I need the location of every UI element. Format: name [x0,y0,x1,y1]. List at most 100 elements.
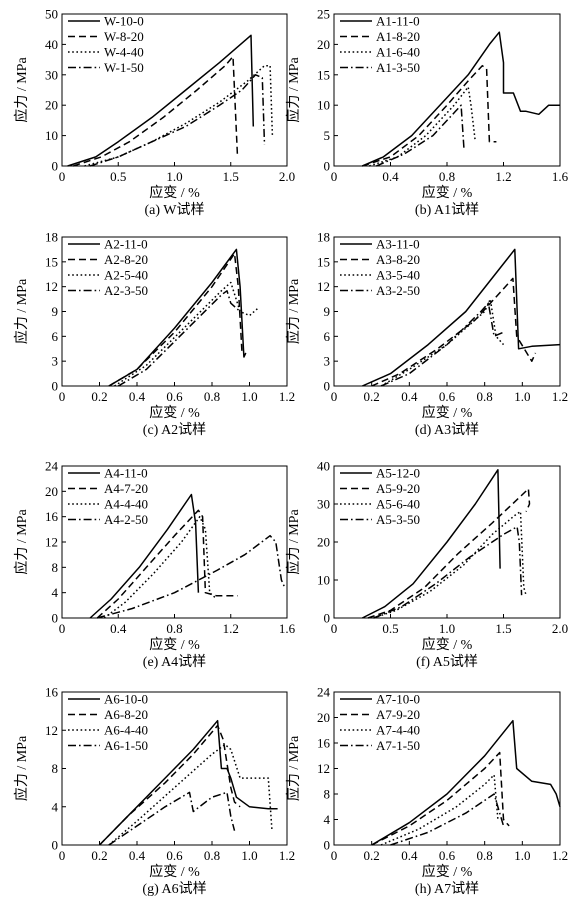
y-tick-label: 9 [324,304,331,319]
x-tick-label: 0.4 [401,848,418,863]
y-tick-label: 8 [52,560,59,575]
series-line-A5-9-20 [367,488,531,619]
x-tick-label: 0.6 [439,848,456,863]
y-axis-label: 应力 / MPa [285,57,302,123]
y-tick-label: 4 [52,585,59,600]
y-tick-label: 50 [45,7,58,22]
legend-label: A7-1-50 [376,738,420,753]
y-tick-label: 18 [45,230,58,245]
series-line-A2-5-40 [114,281,260,387]
series-line-A2-3-50 [117,290,241,387]
x-tick-label: 0 [331,169,338,184]
chart-caption: (b) A1试样 [415,202,479,218]
legend-label: A3-11-0 [376,237,420,252]
x-tick-label: 0.8 [477,848,493,863]
y-axis-label: 应力 / MPa [13,735,30,801]
x-tick-label: 1.5 [495,621,511,636]
x-tick-label: 0 [331,621,338,636]
legend-label: A1-8-20 [376,29,420,44]
x-tick-label: 1.0 [514,848,530,863]
legend-label: A2-3-50 [104,283,148,298]
y-tick-label: 3 [324,354,331,369]
series-line-A7-10-0 [371,719,561,846]
x-tick-label: 0.2 [364,389,380,404]
chart-caption: (g) A6试样 [142,881,206,897]
legend-label: A6-8-20 [104,707,148,722]
y-tick-label: 24 [317,685,331,700]
y-tick-label: 40 [45,37,58,52]
legend-label: A6-10-0 [104,692,148,707]
y-tick-label: 0 [52,838,59,853]
y-tick-label: 25 [317,7,330,22]
x-tick-label: 1.5 [223,169,239,184]
legend-label: A6-1-50 [104,738,148,753]
series-line-W-10-0 [67,34,255,167]
legend-label: A7-4-40 [376,723,420,738]
y-tick-label: 15 [317,254,330,269]
x-axis-label: 应变 / % [422,863,473,880]
legend-label: A1-6-40 [376,45,420,60]
y-axis-label: 应力 / MPa [285,735,302,801]
series-line-A4-4-40 [103,515,218,619]
x-tick-label: 0.8 [439,169,455,184]
y-tick-label: 12 [45,279,58,294]
x-tick-label: 1.2 [279,848,295,863]
y-tick-label: 20 [317,535,330,550]
chart-panel-5: 0 0.4 0.8 1.2 1.6 0 4 8 12 16 20 24 应变 / % 应力 / MPa (e… [13,459,296,671]
legend-label: A5-3-50 [376,512,420,527]
series-line-W-8-20 [73,55,239,167]
series-line-A6-1-50 [108,791,236,846]
x-axis-label: 应变 / % [149,636,200,653]
y-tick-label: 16 [45,509,59,524]
chart-panel-7: 0 0.2 0.4 0.6 0.8 1.0 1.2 0 4 8 12 16 应变 / % 应力 / MPa… [13,685,295,898]
x-tick-label: 0.8 [166,621,182,636]
x-tick-label: 0.6 [439,389,456,404]
legend-label: A5-6-40 [376,497,420,512]
chart-panel-1: 0 0.5 1.0 1.5 2.0 0 10 20 30 40 50 应变 / % 应力 / MPa (a… [13,7,295,219]
series-line-A6-10-0 [98,719,278,846]
y-tick-label: 15 [317,67,330,82]
legend-label: A3-5-40 [376,268,420,283]
x-tick-label: 0 [59,169,66,184]
legend-label: A1-3-50 [376,60,420,75]
x-tick-label: 1.6 [279,621,296,636]
y-tick-label: 8 [324,787,331,802]
legend-label: A2-8-20 [104,252,148,267]
legend-label: A7-10-0 [376,692,420,707]
x-tick-label: 0.6 [166,848,183,863]
legend-label: A1-11-0 [376,14,420,29]
x-tick-label: 0.4 [129,389,146,404]
chart-panel-4: 0 0.2 0.4 0.6 0.8 1.0 1.2 0 3 6 9 12 15 18 应变 / % 应力 / … [285,230,568,439]
x-tick-label: 0 [331,389,338,404]
x-tick-label: 0.2 [91,848,107,863]
legend-label: A7-9-20 [376,707,420,722]
series-line-A7-4-40 [380,774,499,846]
y-tick-label: 6 [324,329,331,344]
chart-panel-8: 0 0.2 0.4 0.6 0.8 1.0 1.2 0 4 8 12 16 20 24 应变 / % 应力 /… [285,685,568,898]
y-tick-label: 15 [45,254,58,269]
y-tick-label: 30 [317,497,330,512]
series-line-A7-9-20 [371,751,510,846]
x-tick-label: 0.4 [401,389,418,404]
chart-caption: (e) A4试样 [143,654,206,670]
x-tick-label: 1.0 [514,389,530,404]
x-axis-label: 应变 / % [422,404,473,421]
chart-caption: (d) A3试样 [415,422,479,438]
y-tick-label: 10 [317,98,330,113]
legend-label: A4-2-50 [104,512,148,527]
y-tick-label: 10 [317,573,330,588]
y-tick-label: 12 [45,535,58,550]
y-tick-label: 20 [45,484,58,499]
y-tick-label: 16 [45,685,59,700]
y-tick-label: 0 [52,611,59,626]
chart-panel-3: 0 0.2 0.4 0.6 0.8 1.0 1.2 0 3 6 9 12 15 18 应变 / % 应力 / … [13,230,295,439]
series-line-A1-11-0 [362,31,560,167]
legend-label: A2-11-0 [104,237,148,252]
y-axis-label: 应力 / MPa [13,278,30,344]
legend-label: A5-12-0 [376,466,420,481]
x-tick-label: 0.8 [204,848,220,863]
chart-panel-2: 0 0.4 0.8 1.2 1.6 0 5 10 15 20 25 应变 / % 应力 / MPa (b)… [285,7,569,219]
y-tick-label: 9 [52,304,59,319]
y-tick-label: 12 [317,279,330,294]
x-tick-label: 0.8 [204,389,220,404]
